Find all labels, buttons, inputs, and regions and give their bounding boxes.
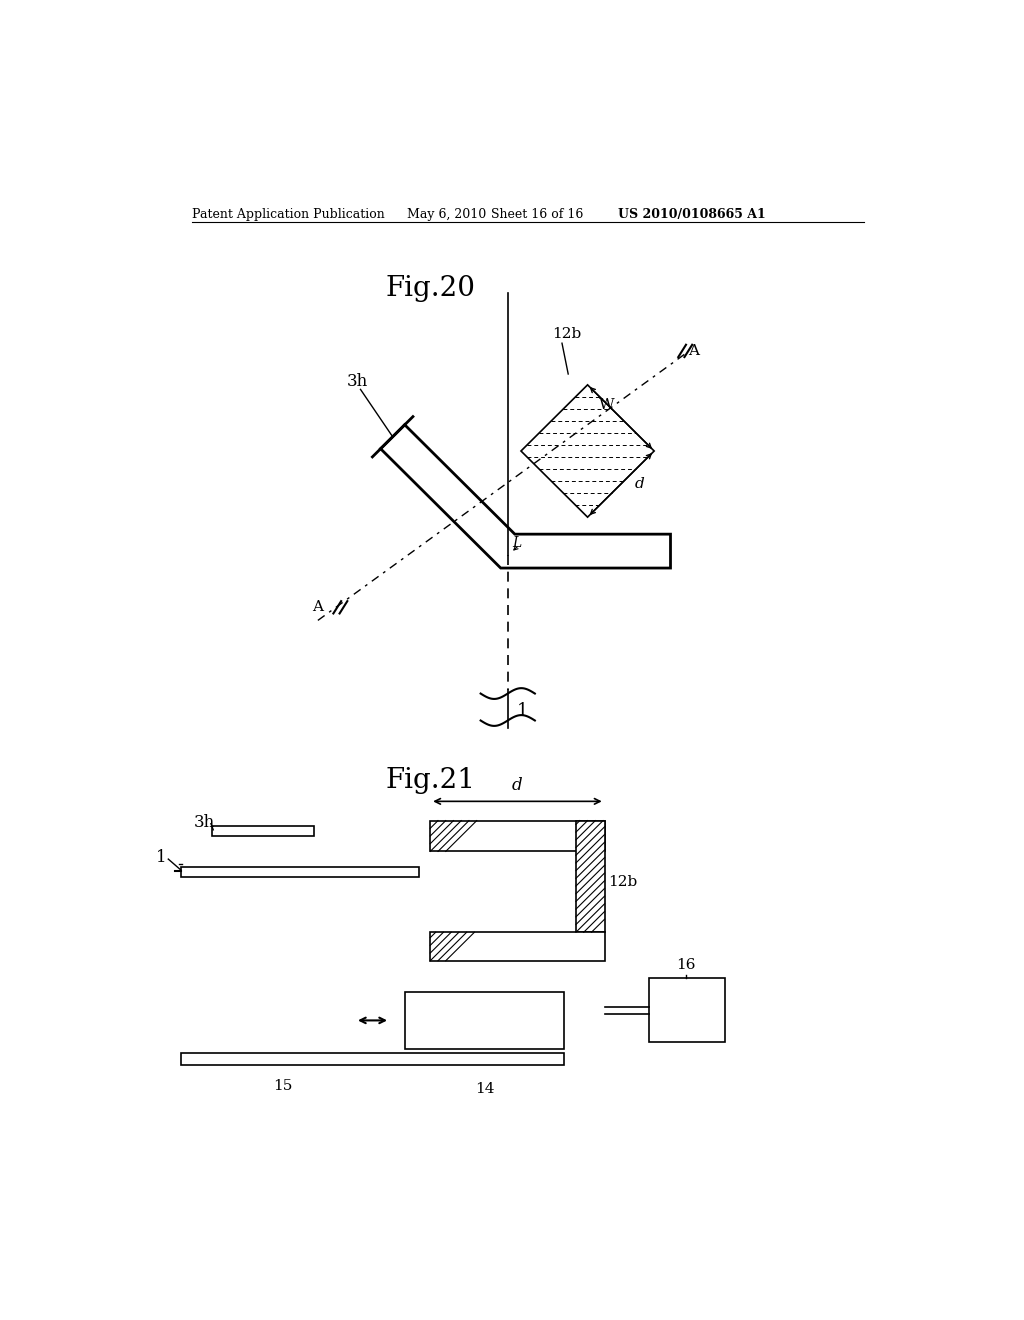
Text: Fig.20: Fig.20 (385, 276, 475, 302)
Text: d: d (635, 477, 644, 491)
Bar (430, 821, 604, 851)
Text: US 2010/0108665 A1: US 2010/0108665 A1 (617, 209, 766, 222)
Bar (212, 826, 314, 836)
Text: 16: 16 (676, 958, 695, 973)
Text: Fig.21: Fig.21 (385, 767, 475, 793)
Bar (575, 821, 604, 932)
Text: 14: 14 (475, 1082, 495, 1097)
Text: A: A (312, 601, 324, 614)
Text: Sheet 16 of 16: Sheet 16 of 16 (490, 209, 583, 222)
Text: May 6, 2010: May 6, 2010 (407, 209, 486, 222)
Bar (430, 932, 604, 961)
Text: 12b: 12b (608, 875, 638, 890)
Text: Patent Application Publication: Patent Application Publication (191, 209, 384, 222)
Text: A: A (688, 345, 699, 358)
Text: 15: 15 (273, 1078, 293, 1093)
Text: d: d (512, 776, 522, 793)
Text: 1: 1 (517, 702, 528, 721)
Text: 3h: 3h (346, 374, 368, 391)
Bar (406, 991, 564, 1049)
Text: 12b: 12b (552, 327, 582, 341)
Text: 3h: 3h (194, 813, 215, 830)
Text: 1: 1 (156, 849, 167, 866)
Text: L: L (512, 536, 521, 550)
Polygon shape (521, 385, 654, 517)
Bar (180, 1053, 564, 1065)
Bar (180, 867, 419, 876)
Bar (649, 978, 725, 1043)
Text: W: W (599, 397, 614, 412)
